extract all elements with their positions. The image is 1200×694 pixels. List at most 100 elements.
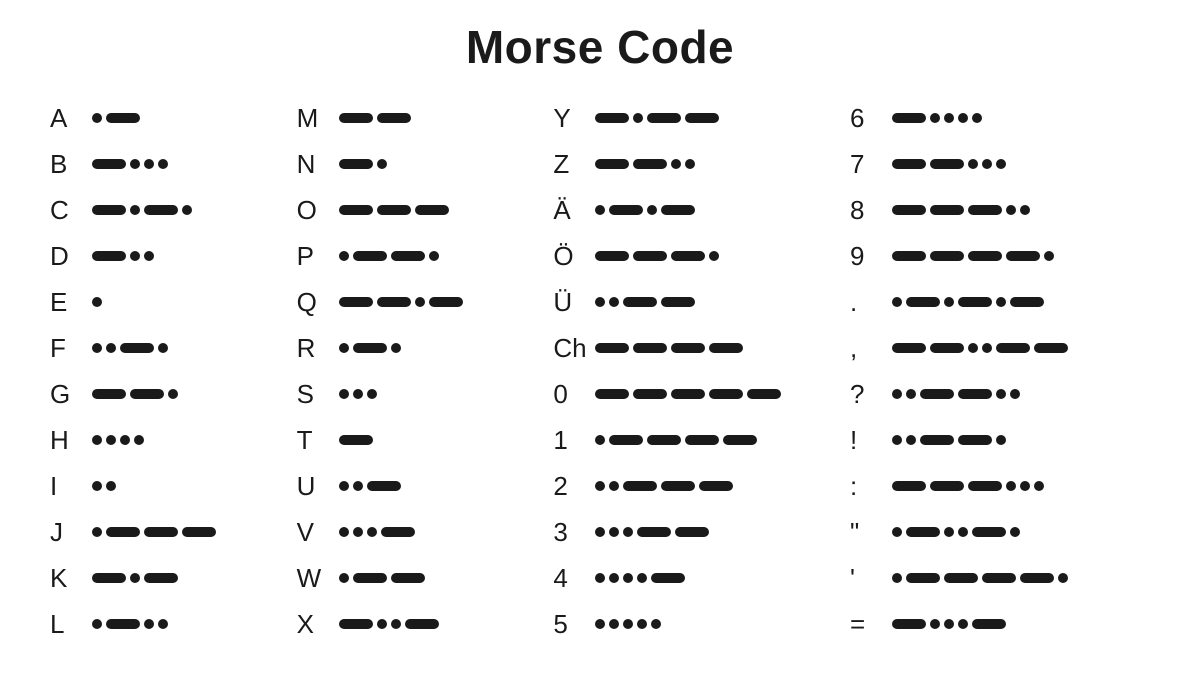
dot-icon [106,481,116,491]
morse-entry: 5 [553,610,843,638]
symbol-label: I [50,471,92,502]
morse-code [892,619,1006,629]
dot-icon [996,435,1006,445]
dash-icon [709,343,743,353]
morse-code [92,435,144,445]
morse-code [339,297,463,307]
dot-icon [92,435,102,445]
morse-code [892,573,1068,583]
dot-icon [158,619,168,629]
morse-entry: S [297,380,547,408]
dash-icon [709,389,743,399]
dash-icon [747,389,781,399]
symbol-label: 8 [850,195,892,226]
dot-icon [892,527,902,537]
dot-icon [968,343,978,353]
morse-code [595,343,743,353]
symbol-label: 9 [850,241,892,272]
dot-icon [982,343,992,353]
symbol-label: Y [553,103,595,134]
dot-icon [1010,389,1020,399]
symbol-label: J [50,517,92,548]
morse-code [595,113,719,123]
dash-icon [377,297,411,307]
dash-icon [944,573,978,583]
dot-icon [595,573,605,583]
dot-icon [595,205,605,215]
dot-icon [377,619,387,629]
dash-icon [892,343,926,353]
dash-icon [685,113,719,123]
symbol-label: " [850,517,892,548]
dot-icon [377,159,387,169]
dash-icon [906,573,940,583]
dot-icon [595,481,605,491]
symbol-label: 2 [553,471,595,502]
dot-icon [130,205,140,215]
dot-icon [647,205,657,215]
column-2: MNOPQRSTUVWX [297,104,547,638]
morse-code [92,573,178,583]
morse-code [339,435,373,445]
dash-icon [930,343,964,353]
dash-icon [661,481,695,491]
morse-code [92,113,140,123]
dash-icon [930,251,964,261]
dot-icon [685,159,695,169]
morse-code [595,573,685,583]
dot-icon [130,573,140,583]
dash-icon [595,113,629,123]
dash-icon [637,527,671,537]
dash-icon [930,481,964,491]
symbol-label: : [850,471,892,502]
dot-icon [996,389,1006,399]
morse-code [595,251,719,261]
morse-entry: ' [850,564,1150,592]
symbol-label: ' [850,563,892,594]
dot-icon [623,619,633,629]
dot-icon [892,389,902,399]
dash-icon [92,205,126,215]
symbol-label: 5 [553,609,595,640]
dash-icon [892,251,926,261]
dot-icon [958,527,968,537]
dot-icon [429,251,439,261]
symbol-label: = [850,609,892,640]
column-4: 6789.,?!:"'= [850,104,1150,638]
dash-icon [930,159,964,169]
dot-icon [892,573,902,583]
dash-icon [968,251,1002,261]
dash-icon [339,159,373,169]
dot-icon [892,435,902,445]
morse-entry: E [50,288,290,316]
morse-code [892,527,1020,537]
morse-code [339,343,401,353]
dot-icon [930,619,940,629]
dash-icon [144,573,178,583]
dot-icon [144,251,154,261]
morse-entry: M [297,104,547,132]
morse-entry: 7 [850,150,1150,178]
morse-entry: N [297,150,547,178]
morse-code [339,573,425,583]
morse-entry: G [50,380,290,408]
morse-code [92,251,154,261]
symbol-label: R [297,333,339,364]
dot-icon [906,389,916,399]
morse-entry: Ä [553,196,843,224]
dash-icon [415,205,449,215]
dot-icon [671,159,681,169]
dash-icon [633,159,667,169]
dash-icon [120,343,154,353]
dot-icon [958,113,968,123]
morse-code [92,297,102,307]
morse-entry: . [850,288,1150,316]
morse-code [339,389,377,399]
dot-icon [1010,527,1020,537]
morse-code [339,619,439,629]
dot-icon [972,113,982,123]
morse-code [92,619,168,629]
morse-code [892,481,1044,491]
dash-icon [182,527,216,537]
symbol-label: X [297,609,339,640]
